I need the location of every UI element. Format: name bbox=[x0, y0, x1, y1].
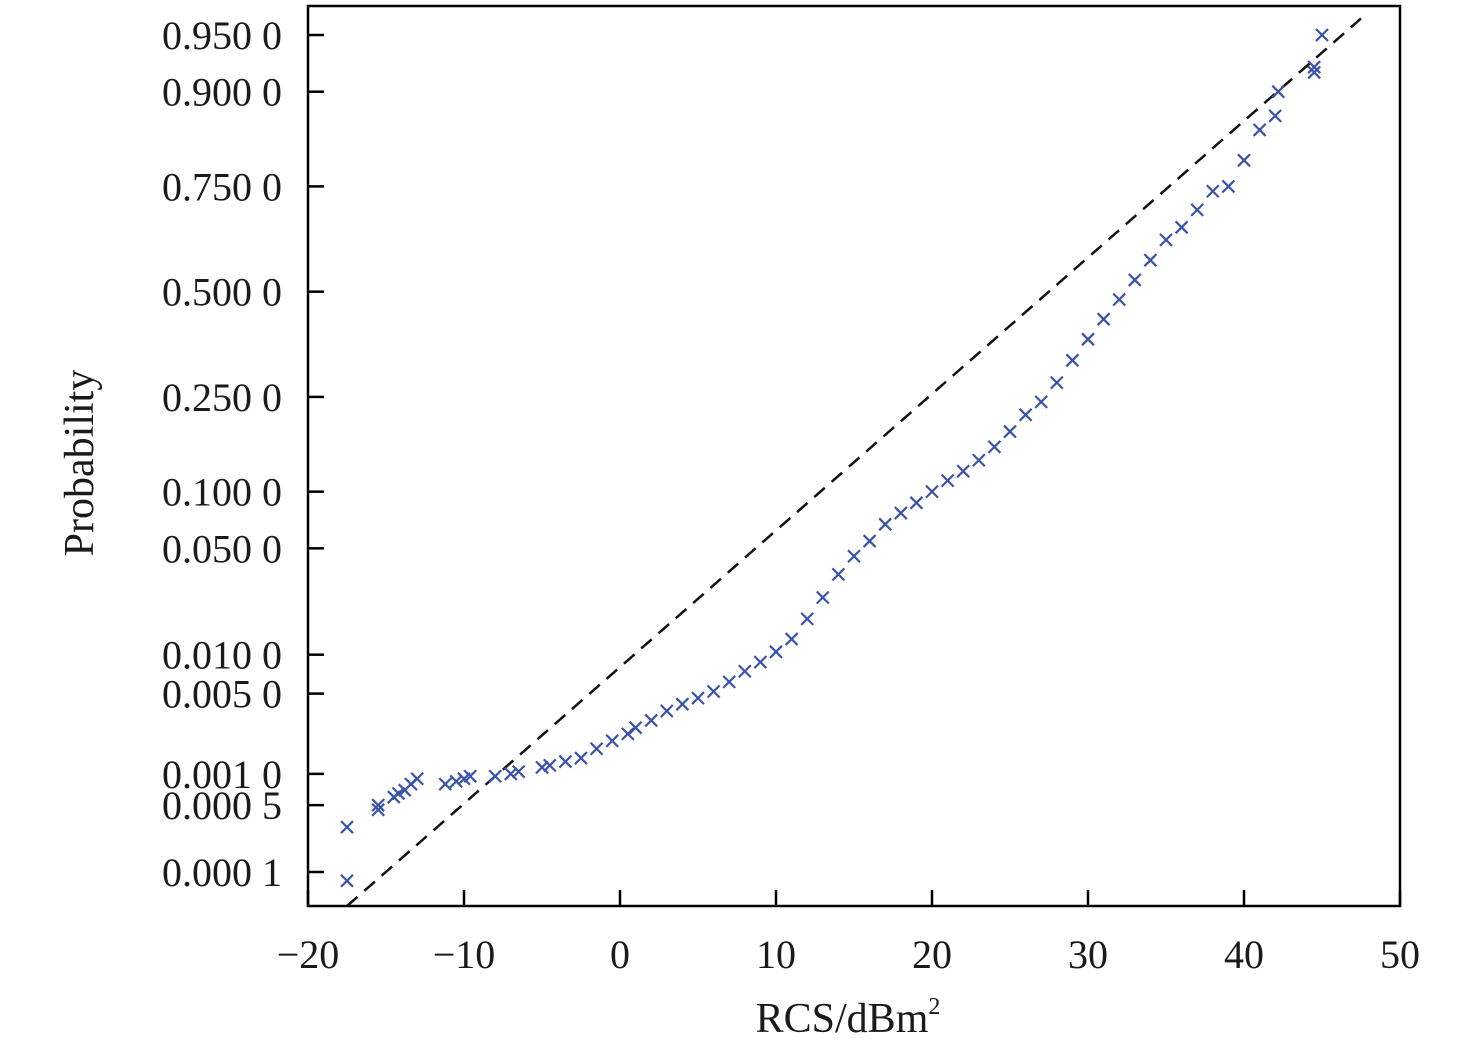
y-tick-label: 0.010 0 bbox=[162, 633, 282, 678]
data-point bbox=[987, 440, 1002, 454]
x-tick-label: −10 bbox=[433, 932, 496, 977]
data-point bbox=[1307, 60, 1321, 74]
data-point bbox=[1112, 292, 1126, 307]
data-point bbox=[956, 464, 970, 478]
data-point bbox=[753, 655, 768, 669]
x-tick-label: 50 bbox=[1380, 932, 1420, 977]
data-point bbox=[1034, 395, 1048, 409]
x-tick-label: 0 bbox=[610, 932, 630, 977]
x-axis-title: RCS/dBm2 bbox=[756, 994, 941, 1042]
data-point bbox=[371, 802, 385, 817]
data-point bbox=[1271, 84, 1286, 99]
y-tick-label: 0.000 1 bbox=[162, 850, 282, 895]
data-point bbox=[558, 754, 573, 769]
data-point bbox=[675, 697, 690, 711]
y-tick-label: 0.500 0 bbox=[162, 270, 282, 315]
data-point bbox=[784, 632, 799, 646]
data-point bbox=[816, 590, 830, 605]
data-point bbox=[340, 820, 354, 834]
data-point bbox=[621, 727, 635, 741]
data-point bbox=[1128, 273, 1142, 287]
y-tick-label: 0.100 0 bbox=[162, 470, 282, 515]
y-tick-label: 0.000 5 bbox=[162, 783, 282, 828]
data-point bbox=[894, 506, 908, 520]
x-axis: −20 −10 0 10 20 30 40 50 bbox=[277, 890, 1420, 977]
x-tick-label: 40 bbox=[1224, 932, 1264, 977]
data-point bbox=[1206, 184, 1220, 199]
data-point bbox=[391, 786, 406, 801]
y-axis: 0.000 1 0.000 50.001 0 0.005 00.010 0 0.050… bbox=[162, 13, 324, 895]
x-tick-label: −20 bbox=[277, 932, 340, 977]
data-point bbox=[605, 734, 619, 748]
data-point bbox=[1190, 203, 1204, 217]
data-point bbox=[738, 664, 752, 679]
y-tick-label: 0.750 0 bbox=[162, 164, 282, 209]
data-point bbox=[511, 764, 526, 779]
data-points bbox=[340, 28, 1329, 888]
data-point bbox=[847, 549, 861, 564]
data-point bbox=[1307, 65, 1321, 80]
plot-frame bbox=[306, 4, 1402, 908]
y-tick-label: 0.250 0 bbox=[162, 375, 282, 420]
data-point bbox=[463, 769, 478, 784]
data-point bbox=[1096, 312, 1111, 326]
y-tick-label: 0.900 0 bbox=[162, 70, 282, 115]
data-point bbox=[1315, 28, 1329, 42]
y-tick-label: 0.950 0 bbox=[162, 13, 282, 58]
data-point bbox=[1065, 353, 1080, 368]
data-point bbox=[589, 741, 604, 756]
data-point bbox=[1159, 233, 1173, 247]
x-tick-label: 10 bbox=[756, 932, 796, 977]
y-tick-label: 0.005 0 bbox=[162, 672, 282, 717]
data-point bbox=[1081, 332, 1095, 347]
x-tick-label: 30 bbox=[1068, 932, 1108, 977]
data-point bbox=[628, 720, 643, 735]
y-tick-label: 0.001 0 bbox=[162, 752, 282, 797]
data-point bbox=[925, 484, 939, 499]
data-point bbox=[660, 704, 674, 718]
data-point bbox=[691, 691, 705, 705]
data-point bbox=[535, 760, 549, 775]
data-point bbox=[1221, 179, 1236, 194]
reference-line bbox=[346, 17, 1362, 907]
x-axis-title-text: RCS/dBm bbox=[756, 996, 929, 1042]
data-point bbox=[340, 873, 354, 888]
data-point bbox=[1252, 123, 1267, 137]
data-point bbox=[1003, 424, 1017, 439]
data-point bbox=[800, 612, 814, 626]
data-point bbox=[862, 534, 877, 548]
y-tick-label: 0.050 0 bbox=[162, 526, 282, 571]
data-point bbox=[504, 767, 518, 781]
data-point bbox=[1174, 220, 1189, 235]
x-axis-title-superscript: 2 bbox=[928, 994, 940, 1020]
data-point bbox=[909, 496, 924, 510]
data-point bbox=[644, 713, 658, 728]
x-tick-label: 20 bbox=[912, 932, 952, 977]
data-point bbox=[410, 771, 424, 786]
data-point bbox=[543, 758, 557, 773]
data-point bbox=[1018, 408, 1033, 422]
data-point bbox=[438, 777, 453, 791]
data-point bbox=[722, 675, 736, 689]
data-point bbox=[769, 645, 783, 659]
plot-area bbox=[340, 17, 1362, 907]
data-point bbox=[574, 751, 588, 765]
data-point bbox=[831, 567, 846, 582]
data-point bbox=[1050, 375, 1064, 390]
data-point bbox=[449, 774, 463, 789]
data-point bbox=[371, 798, 385, 812]
data-point bbox=[1268, 109, 1282, 123]
data-point bbox=[878, 517, 892, 532]
data-point bbox=[972, 453, 986, 468]
data-point bbox=[940, 473, 955, 488]
y-axis-title: Probability bbox=[57, 370, 103, 557]
data-point bbox=[706, 684, 721, 699]
data-point bbox=[488, 769, 502, 784]
data-point bbox=[1143, 253, 1158, 267]
data-point bbox=[1237, 153, 1251, 168]
